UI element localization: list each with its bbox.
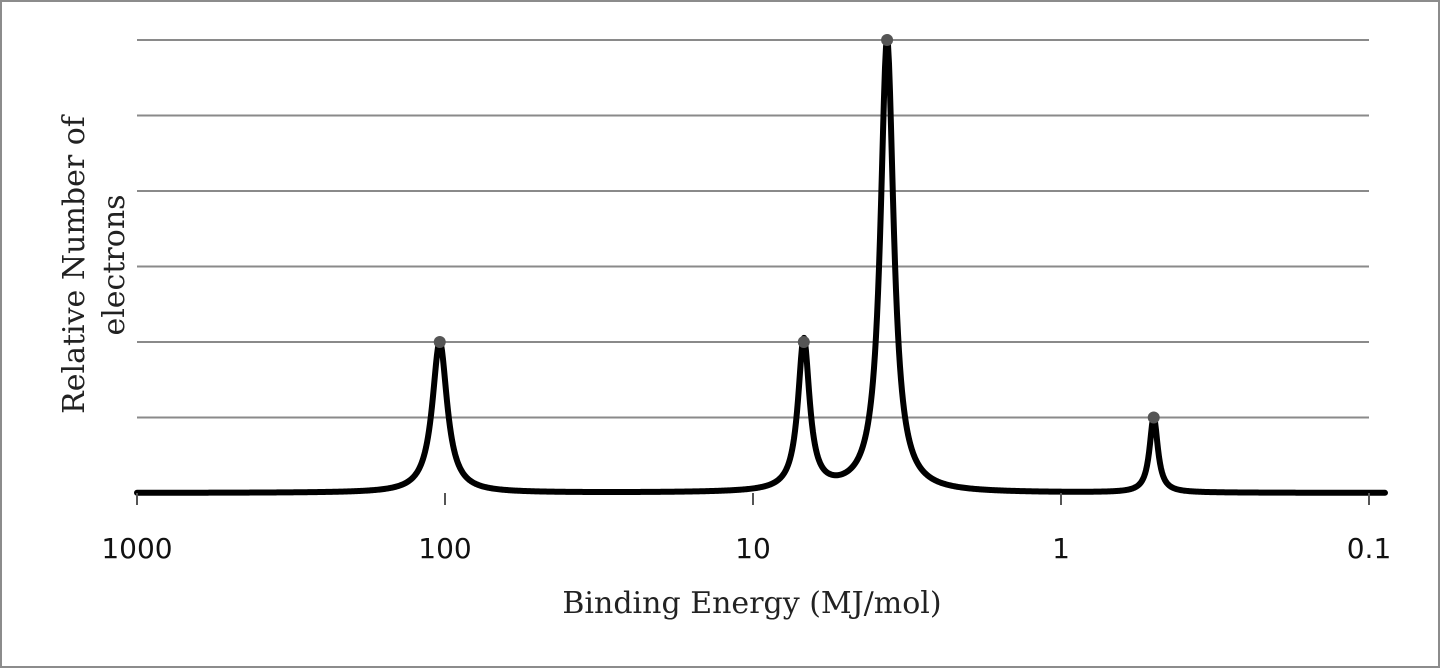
y-axis-title-line-1: Relative Number of bbox=[57, 114, 92, 414]
spectrum-line bbox=[134, 35, 1388, 496]
y-axis-title: Relative Number of electrons bbox=[57, 114, 132, 414]
peak-marker-3 bbox=[881, 34, 894, 46]
peak-markers bbox=[433, 34, 1160, 424]
x-tick-label: 1000 bbox=[101, 532, 172, 565]
x-tick-label: 1 bbox=[1052, 532, 1070, 565]
peak-marker-1 bbox=[433, 336, 446, 348]
x-tick-label: 10 bbox=[735, 532, 771, 565]
gridlines bbox=[137, 39, 1369, 419]
x-tick-label: 100 bbox=[418, 532, 471, 565]
x-axis-ticks: 1000 100 10 1 0.1 bbox=[101, 493, 1391, 565]
y-axis-title-line-2: electrons bbox=[97, 194, 132, 335]
x-tick-label: 0.1 bbox=[1347, 532, 1392, 565]
peak-marker-4 bbox=[1147, 411, 1160, 424]
x-axis-title: Binding Energy (MJ/mol) bbox=[562, 586, 941, 621]
peak-marker-2 bbox=[797, 336, 810, 348]
